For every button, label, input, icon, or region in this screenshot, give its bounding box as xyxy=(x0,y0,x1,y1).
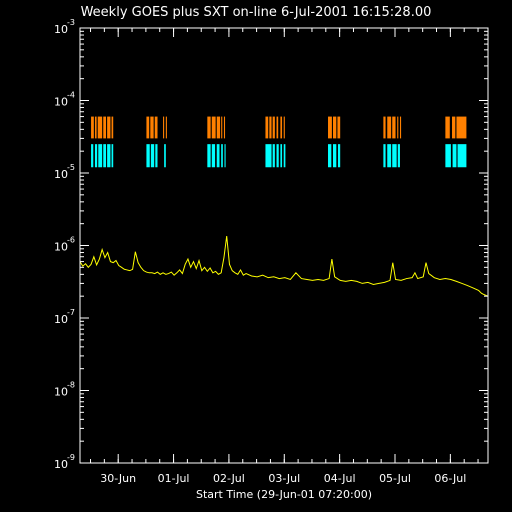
sxt_lower-segment xyxy=(94,144,98,168)
sxt_lower-segment xyxy=(91,144,94,168)
sxt_upper-segment xyxy=(211,116,216,139)
sxt_lower-segment xyxy=(265,144,272,168)
sxt_upper-segment xyxy=(269,116,272,139)
x-tick-label: 30-Jun xyxy=(100,472,136,485)
sxt_upper-segment xyxy=(146,116,150,139)
x-tick-label: 03-Jul xyxy=(268,472,300,485)
y-tick-exponent: -7 xyxy=(67,308,75,317)
sxt_lower-segment xyxy=(211,144,216,168)
y-tick-exponent: -3 xyxy=(67,18,75,27)
sxt_lower-segment xyxy=(280,144,283,168)
goes-series xyxy=(79,235,489,297)
sxt-coverage-bands xyxy=(91,116,467,168)
sxt_lower-segment xyxy=(452,144,457,168)
chart-title: Weekly GOES plus SXT on-line 6-Jul-2001 … xyxy=(81,5,432,20)
x-axis-ticks: 30-Jun 01-Jul 02-Jul 03-Jul 04-Jul 05-Jul 06-J… xyxy=(90,28,479,485)
sxt_upper-segment xyxy=(163,116,165,139)
sxt_upper-segment xyxy=(165,116,167,139)
sxt_lower-segment xyxy=(150,144,155,168)
y-tick-exponent: -6 xyxy=(67,236,75,245)
y-tick-label: 10 xyxy=(54,458,68,471)
y-tick-label: 10 xyxy=(54,386,68,399)
sxt_upper-segment xyxy=(387,116,392,139)
x-tick-label: 02-Jul xyxy=(213,472,245,485)
sxt_lower-segment xyxy=(216,144,220,168)
sxt_lower-segment xyxy=(107,144,111,168)
sxt_upper-segment xyxy=(392,116,396,139)
y-tick-label: 10 xyxy=(54,241,68,254)
sxt_upper-segment xyxy=(207,116,211,139)
sxt_lower-segment xyxy=(328,144,332,168)
sxt_upper-segment xyxy=(265,116,269,139)
sxt_upper-segment xyxy=(221,116,223,139)
sxt_upper-segment xyxy=(223,116,226,139)
sxt_lower-segment xyxy=(272,144,275,168)
sxt_lower-segment xyxy=(387,144,392,168)
sxt_lower-segment xyxy=(276,144,279,168)
sxt_lower-segment xyxy=(457,144,467,168)
sxt_lower-segment xyxy=(283,144,286,168)
y-tick-label: 10 xyxy=(54,23,68,36)
sxt_upper-segment xyxy=(332,116,337,139)
y-axis-ticks: 10-310-410-510-610-710-810-9 xyxy=(54,18,488,471)
sxt_upper-segment xyxy=(397,116,399,139)
sxt_lower-segment xyxy=(383,144,386,168)
sxt_upper-segment xyxy=(445,116,450,139)
sxt_lower-segment xyxy=(392,144,397,168)
sxt_lower-segment xyxy=(146,144,150,168)
sxt_upper-segment xyxy=(91,116,94,139)
sxt_lower-segment xyxy=(207,144,211,168)
sxt_lower-segment xyxy=(224,144,226,168)
sxt_upper-segment xyxy=(399,116,402,139)
sxt_upper-segment xyxy=(272,116,275,139)
y-tick-exponent: -4 xyxy=(67,91,75,100)
sxt_upper-segment xyxy=(276,116,279,139)
sxt_lower-segment xyxy=(337,144,341,168)
x-tick-label: 05-Jul xyxy=(379,472,411,485)
sxt_upper-segment xyxy=(383,116,386,139)
y-tick-exponent: -9 xyxy=(67,453,75,462)
sxt_lower-segment xyxy=(221,144,223,168)
sxt_upper-segment xyxy=(150,116,154,139)
sxt_upper-segment xyxy=(283,116,285,139)
sxt_upper-segment xyxy=(97,116,103,139)
sxt_upper-segment xyxy=(94,116,97,139)
sxt_lower-segment xyxy=(155,144,158,168)
sxt_upper-segment xyxy=(337,116,341,139)
sxt_upper-segment xyxy=(328,116,332,139)
y-tick-exponent: -5 xyxy=(67,163,75,172)
x-tick-label: 06-Jul xyxy=(434,472,466,485)
sxt_lower-segment xyxy=(103,144,107,168)
sxt_upper-segment xyxy=(111,116,114,139)
sxt_upper-segment xyxy=(216,116,221,139)
sxt_lower-segment xyxy=(98,144,103,168)
sxt_upper-segment xyxy=(154,116,158,139)
x-tick-label: 04-Jul xyxy=(324,472,356,485)
sxt_lower-segment xyxy=(164,144,166,168)
y-tick-exponent: -8 xyxy=(67,381,75,390)
y-tick-label: 10 xyxy=(54,313,68,326)
x-tick-label: 01-Jul xyxy=(158,472,190,485)
sxt_upper-segment xyxy=(107,116,111,139)
sxt_upper-segment xyxy=(103,116,107,139)
sxt_lower-segment xyxy=(397,144,400,168)
sxt_lower-segment xyxy=(445,144,451,168)
goes_flux-line xyxy=(79,235,489,297)
sxt_lower-segment xyxy=(332,144,337,168)
y-tick-label: 10 xyxy=(54,96,68,109)
sxt_upper-segment xyxy=(280,116,283,139)
sxt_upper-segment xyxy=(452,116,456,139)
sxt_upper-segment xyxy=(456,116,467,139)
x-axis-label: Start Time (29-Jun-01 07:20:00) xyxy=(196,488,372,501)
sxt_lower-segment xyxy=(111,144,114,168)
y-tick-label: 10 xyxy=(54,168,68,181)
